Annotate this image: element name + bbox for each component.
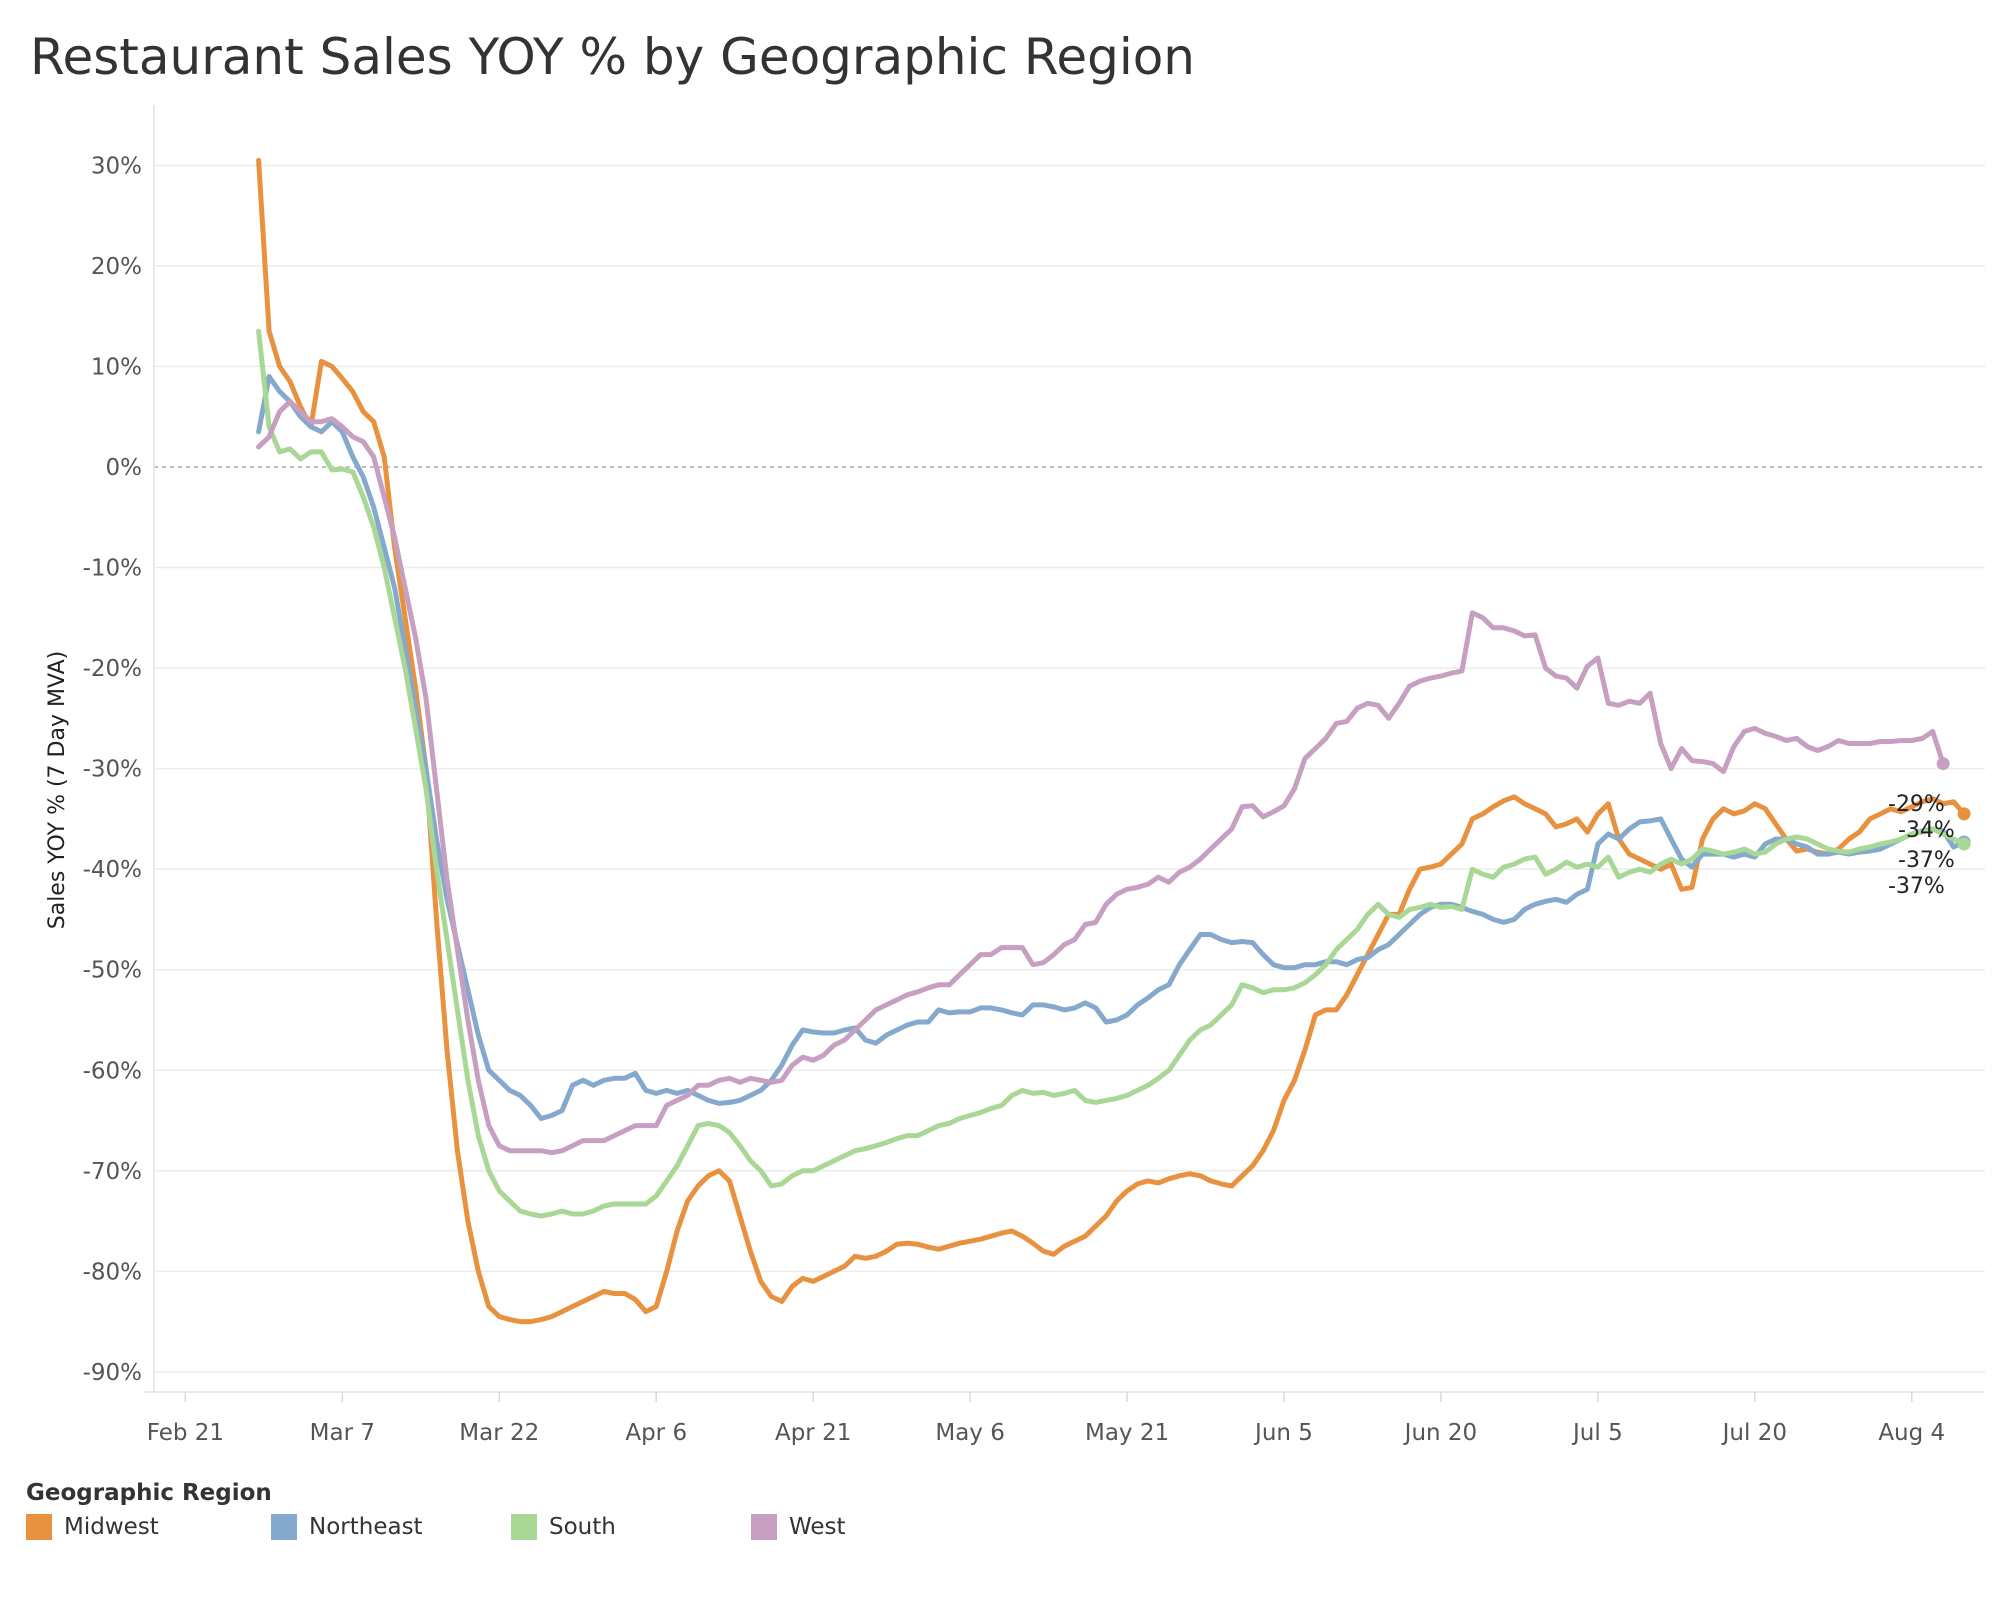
y-tick-label: -10% xyxy=(83,556,142,582)
legend-item-south[interactable]: South xyxy=(511,1514,616,1540)
series-line-west xyxy=(256,399,1946,1156)
x-tick-label: Jul 20 xyxy=(1721,1420,1787,1446)
y-tick-label: -80% xyxy=(83,1259,142,1285)
x-tick-label: Jun 5 xyxy=(1253,1420,1313,1446)
x-tick-label: May 6 xyxy=(935,1420,1005,1446)
end-label-midwest: -34% xyxy=(1898,818,1955,843)
legend-item-west[interactable]: West xyxy=(751,1514,846,1540)
legend-swatch xyxy=(511,1514,537,1540)
x-tick-label: Aug 4 xyxy=(1878,1420,1945,1446)
legend-item-midwest[interactable]: Midwest xyxy=(26,1514,159,1540)
legend-label: Northeast xyxy=(309,1514,423,1540)
y-tick-label: -90% xyxy=(83,1360,142,1386)
x-tick-label: Mar 22 xyxy=(459,1420,539,1446)
series-end-marker-midwest xyxy=(1957,807,1971,821)
x-tick-label: Jun 20 xyxy=(1403,1420,1478,1446)
legend-swatch xyxy=(271,1514,297,1540)
legend-label: Midwest xyxy=(64,1514,159,1540)
y-tick-label: -40% xyxy=(83,857,142,883)
series-line-northeast xyxy=(256,374,1967,1121)
y-tick-label: 0% xyxy=(106,455,143,481)
series-line-midwest xyxy=(256,157,1967,1325)
y-axis-label: Sales YOY % (7 Day MVA) xyxy=(45,651,70,930)
x-tick-label: May 21 xyxy=(1085,1420,1169,1446)
series-line-south xyxy=(256,328,1967,1219)
legend-items: Midwest Northeast South West xyxy=(26,1514,846,1548)
x-tick-label: Apr 6 xyxy=(625,1420,687,1446)
legend-label: South xyxy=(549,1514,616,1540)
chart-title: Restaurant Sales YOY % by Geographic Reg… xyxy=(30,28,1195,86)
legend-label: West xyxy=(789,1514,846,1540)
y-tick-label: -30% xyxy=(83,757,142,783)
legend-title: Geographic Region xyxy=(26,1480,272,1506)
legend-item-northeast[interactable]: Northeast xyxy=(271,1514,423,1540)
series-end-marker-south xyxy=(1957,837,1971,851)
y-tick-label: 20% xyxy=(91,254,142,280)
y-tick-label: -50% xyxy=(83,958,142,984)
y-tick-label: -70% xyxy=(83,1159,142,1185)
y-tick-label: -60% xyxy=(83,1058,142,1084)
end-label-south: -37% xyxy=(1888,874,1945,899)
y-tick-label: 10% xyxy=(91,354,142,380)
y-tick-label: 30% xyxy=(91,153,142,179)
y-tick-label: -20% xyxy=(83,656,142,682)
x-tick-label: Jul 5 xyxy=(1571,1420,1623,1446)
x-tick-label: Apr 21 xyxy=(775,1420,851,1446)
x-tick-label: Feb 21 xyxy=(147,1420,224,1446)
legend: Geographic Region Midwest Northeast South W… xyxy=(26,1480,846,1548)
x-tick-label: Mar 7 xyxy=(310,1420,375,1446)
end-label-west: -29% xyxy=(1888,792,1945,817)
legend-swatch xyxy=(26,1514,52,1540)
series-end-marker-west xyxy=(1936,757,1950,771)
legend-swatch xyxy=(751,1514,777,1540)
end-label-northeast: -37% xyxy=(1898,848,1955,873)
